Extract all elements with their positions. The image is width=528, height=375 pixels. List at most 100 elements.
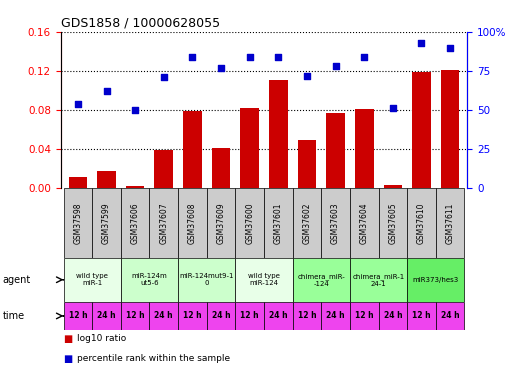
Text: wild type
miR-124: wild type miR-124 xyxy=(248,273,280,286)
Bar xyxy=(126,186,145,188)
Text: chimera_miR-1
24-1: chimera_miR-1 24-1 xyxy=(352,273,404,286)
Text: GSM37604: GSM37604 xyxy=(360,202,369,244)
Text: miR373/hes3: miR373/hes3 xyxy=(413,277,459,283)
Text: ■: ■ xyxy=(63,354,73,364)
Bar xyxy=(298,140,316,188)
Bar xyxy=(379,188,407,258)
Text: 24 h: 24 h xyxy=(97,311,116,320)
Text: GSM37601: GSM37601 xyxy=(274,202,283,244)
Bar xyxy=(293,188,321,258)
Bar xyxy=(436,188,465,258)
Bar xyxy=(212,148,230,188)
Bar xyxy=(379,302,407,330)
Text: 12 h: 12 h xyxy=(355,311,373,320)
Text: GDS1858 / 10000628055: GDS1858 / 10000628055 xyxy=(61,17,220,30)
Bar xyxy=(97,171,116,188)
Text: 24 h: 24 h xyxy=(155,311,173,320)
Text: GSM37607: GSM37607 xyxy=(159,202,168,244)
Point xyxy=(217,65,225,71)
Point xyxy=(360,54,369,60)
Bar xyxy=(407,188,436,258)
Text: chimera_miR-
-124: chimera_miR- -124 xyxy=(297,273,345,286)
Bar xyxy=(207,302,235,330)
Bar xyxy=(326,113,345,188)
Bar xyxy=(121,302,149,330)
Text: wild type
miR-1: wild type miR-1 xyxy=(76,273,108,286)
Bar xyxy=(407,302,436,330)
Bar xyxy=(92,302,121,330)
Bar xyxy=(436,302,465,330)
Point xyxy=(417,40,426,46)
Text: GSM37600: GSM37600 xyxy=(245,202,254,244)
Bar xyxy=(183,111,202,188)
Bar xyxy=(293,302,321,330)
Point xyxy=(274,54,282,60)
Text: miR-124mut9-1
0: miR-124mut9-1 0 xyxy=(180,273,234,286)
Text: GSM37598: GSM37598 xyxy=(73,202,82,244)
Text: GSM37599: GSM37599 xyxy=(102,202,111,244)
Bar xyxy=(321,188,350,258)
Text: 12 h: 12 h xyxy=(183,311,202,320)
Text: percentile rank within the sample: percentile rank within the sample xyxy=(77,354,230,363)
Bar xyxy=(264,188,293,258)
Text: 12 h: 12 h xyxy=(298,311,316,320)
Point xyxy=(102,88,111,94)
Bar xyxy=(235,188,264,258)
Text: GSM37605: GSM37605 xyxy=(388,202,398,244)
Text: miR-124m
ut5-6: miR-124m ut5-6 xyxy=(131,273,167,286)
Bar xyxy=(407,258,465,302)
Bar xyxy=(350,188,379,258)
Bar xyxy=(412,72,431,188)
Bar xyxy=(293,258,350,302)
Text: GSM37610: GSM37610 xyxy=(417,202,426,244)
Bar xyxy=(63,188,92,258)
Bar xyxy=(63,302,92,330)
Text: 12 h: 12 h xyxy=(240,311,259,320)
Bar xyxy=(121,258,178,302)
Text: 24 h: 24 h xyxy=(326,311,345,320)
Point xyxy=(131,107,139,113)
Bar xyxy=(92,188,121,258)
Bar xyxy=(178,258,235,302)
Point xyxy=(332,63,340,69)
Text: time: time xyxy=(3,311,25,321)
Bar xyxy=(121,188,149,258)
Bar xyxy=(355,109,373,188)
Bar xyxy=(350,302,379,330)
Text: 12 h: 12 h xyxy=(412,311,431,320)
Bar xyxy=(178,302,207,330)
Bar xyxy=(383,185,402,188)
Text: agent: agent xyxy=(3,275,31,285)
Point xyxy=(74,101,82,107)
Text: 24 h: 24 h xyxy=(269,311,288,320)
Bar xyxy=(264,302,293,330)
Bar xyxy=(235,302,264,330)
Bar xyxy=(350,258,407,302)
Bar xyxy=(63,258,121,302)
Bar xyxy=(269,80,288,188)
Bar xyxy=(235,258,293,302)
Point xyxy=(446,45,454,51)
Bar xyxy=(240,108,259,188)
Bar xyxy=(149,188,178,258)
Text: 12 h: 12 h xyxy=(69,311,87,320)
Point xyxy=(389,105,397,111)
Text: GSM37603: GSM37603 xyxy=(331,202,340,244)
Bar xyxy=(178,188,207,258)
Text: ■: ■ xyxy=(63,334,73,344)
Text: 24 h: 24 h xyxy=(441,311,459,320)
Text: log10 ratio: log10 ratio xyxy=(77,334,126,343)
Bar xyxy=(155,150,173,188)
Bar xyxy=(321,302,350,330)
Text: 24 h: 24 h xyxy=(383,311,402,320)
Bar xyxy=(149,302,178,330)
Text: GSM37609: GSM37609 xyxy=(216,202,225,244)
Point xyxy=(303,73,311,79)
Point xyxy=(246,54,254,60)
Point xyxy=(188,54,196,60)
Text: GSM37608: GSM37608 xyxy=(188,202,197,244)
Bar xyxy=(441,70,459,188)
Text: 24 h: 24 h xyxy=(212,311,230,320)
Bar xyxy=(207,188,235,258)
Text: GSM37611: GSM37611 xyxy=(446,202,455,244)
